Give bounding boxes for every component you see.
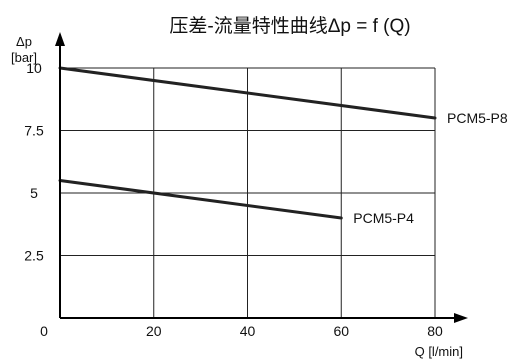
y-tick-label-5: 5 — [30, 185, 38, 201]
series-label-pcm5-p4: PCM5-P4 — [353, 210, 414, 226]
x-tick-label-60: 60 — [333, 323, 349, 339]
x-axis-label: Q [l/min] — [415, 344, 463, 359]
series-label-pcm5-p8: PCM5-P8 — [447, 110, 508, 126]
y-tick-label-7-5: 7.5 — [24, 123, 44, 139]
y-tick-label-2-5: 2.5 — [24, 248, 44, 264]
x-tick-label-0: 0 — [40, 323, 48, 339]
x-tick-label-40: 40 — [240, 323, 256, 339]
grid — [60, 67, 436, 318]
y-axis-arrow-icon — [55, 32, 65, 46]
chart-title: 压差-流量特性曲线Δp = f (Q) — [169, 15, 410, 37]
x-axis-arrow-icon — [454, 313, 468, 323]
series-line-pcm5-p4 — [58, 179, 343, 220]
y-tick-label-10: 10 — [26, 60, 42, 76]
axes — [55, 32, 468, 323]
y-axis-label-unit: [bar] — [11, 50, 37, 65]
series-layer: PCM5-P8 PCM5-P4 — [58, 66, 508, 226]
series-line-pcm5-p8 — [58, 66, 437, 120]
tick-labels: 0 20 40 60 80 2.5 5 7.5 10 — [24, 60, 443, 339]
x-tick-label-80: 80 — [427, 323, 443, 339]
x-tick-label-20: 20 — [146, 323, 162, 339]
y-axis-label-symbol: Δp — [16, 34, 32, 49]
